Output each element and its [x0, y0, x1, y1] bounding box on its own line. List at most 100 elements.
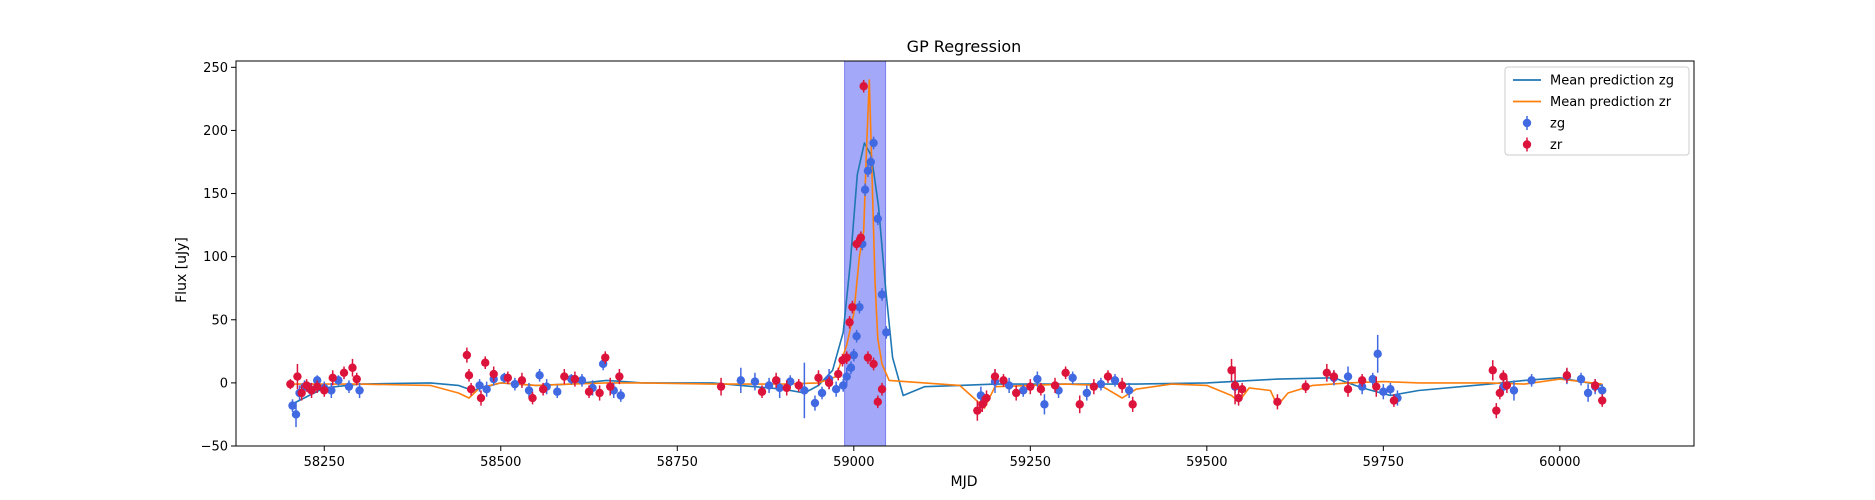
data-point-zg	[1509, 386, 1519, 395]
data-point-zr	[824, 378, 834, 388]
data-point-zg	[882, 328, 891, 337]
data-point-zg	[1598, 386, 1607, 395]
data-point-zr	[1562, 371, 1572, 380]
data-point-zr	[814, 373, 823, 383]
data-point-zr	[1237, 384, 1247, 394]
data-point-zr	[1230, 381, 1240, 390]
data-point-zg	[817, 388, 827, 398]
data-point-zr	[1372, 382, 1381, 391]
data-point-zr	[982, 393, 991, 403]
data-point-zr	[1389, 396, 1399, 405]
data-point-zr	[845, 318, 854, 327]
legend-entry-label: zg	[1550, 117, 1565, 132]
plot-frame	[235, 60, 1695, 447]
data-point-zr	[286, 379, 295, 389]
data-point-zr	[856, 233, 866, 242]
series-points	[286, 79, 1607, 428]
data-point-zg	[1343, 372, 1353, 381]
data-point-zg	[327, 386, 336, 395]
data-point-zr	[570, 374, 580, 384]
x-tick-label: 58250	[304, 455, 345, 470]
x-tick-label: 58750	[657, 455, 698, 470]
data-point-zg	[577, 376, 587, 385]
data-point-zr	[584, 387, 594, 396]
data-point-zr	[794, 381, 803, 390]
data-point-zr	[1301, 382, 1310, 391]
data-point-zr	[560, 372, 569, 381]
data-point-zr	[464, 371, 474, 380]
data-point-zg	[1379, 387, 1388, 396]
data-point-zg	[855, 302, 864, 312]
data-point-zr	[517, 376, 527, 385]
data-point-zr	[1117, 381, 1127, 390]
y-tick-label: 150	[203, 187, 228, 202]
data-point-zg	[616, 391, 625, 400]
data-point-zr	[716, 382, 726, 391]
data-point-zg	[736, 376, 746, 385]
series-line-mean-prediction-zr	[289, 79, 1603, 409]
data-point-zr	[1322, 368, 1332, 377]
data-point-zg	[831, 384, 841, 394]
data-point-zr	[1050, 381, 1060, 390]
data-point-zr	[462, 350, 472, 360]
data-point-zg	[877, 290, 887, 299]
data-point-zg	[860, 185, 870, 194]
data-point-zg	[786, 377, 795, 386]
data-point-zr	[615, 372, 624, 381]
data-point-zg	[482, 384, 491, 394]
data-point-zr	[348, 363, 357, 372]
data-point-zr	[320, 386, 329, 395]
data-point-zg	[524, 386, 534, 395]
data-point-zg	[866, 157, 875, 167]
data-point-zg	[1368, 374, 1377, 384]
series-lines	[288, 79, 1603, 409]
data-point-zr	[842, 353, 851, 362]
data-point-zr	[1089, 382, 1099, 391]
data-point-zg	[846, 363, 856, 372]
legend-entry-label: Mean prediction zg	[1550, 74, 1674, 89]
x-tick-label: 59500	[1186, 455, 1227, 470]
data-point-zr	[595, 388, 604, 398]
data-point-zr	[328, 373, 337, 383]
data-point-zr	[352, 374, 361, 384]
y-tick-label: 50	[211, 313, 228, 328]
data-point-zr	[990, 372, 1000, 381]
y-axis-label: Flux [uJy]	[174, 237, 190, 303]
data-point-zr	[1036, 384, 1046, 394]
data-point-zr	[601, 353, 610, 362]
data-point-zg	[869, 138, 878, 148]
data-point-zr	[297, 388, 306, 398]
data-point-zr	[852, 239, 861, 249]
data-point-zr	[859, 82, 868, 91]
data-point-zr	[1488, 366, 1497, 375]
data-point-zr	[1273, 397, 1282, 407]
data-point-zg	[842, 372, 851, 381]
x-axis-ticks: 58250 58500 58750 59000 59250 59500 59750 60000	[304, 446, 1581, 470]
legend-marker-swatch	[1522, 140, 1532, 149]
data-point-zr	[1026, 382, 1035, 391]
data-point-zr	[1011, 388, 1021, 398]
data-point-zg	[291, 410, 301, 419]
data-point-zg	[1004, 381, 1014, 390]
data-point-zr	[528, 393, 537, 403]
x-axis-label: MJD	[951, 474, 978, 490]
data-point-zg	[1040, 400, 1049, 409]
chart-title: GP Regression	[907, 37, 1022, 56]
y-axis-ticks: −50 0 50 100 150 200 250	[201, 61, 236, 455]
legend-entry-label: Mean prediction zr	[1550, 95, 1672, 110]
data-point-zr	[978, 400, 987, 409]
data-point-zg	[535, 371, 544, 380]
data-point-zr	[1598, 396, 1607, 405]
data-point-zg	[863, 166, 873, 176]
data-point-zg	[1576, 374, 1586, 384]
data-point-zr	[476, 393, 486, 403]
data-point-zg	[1527, 376, 1536, 385]
data-point-zr	[869, 359, 878, 369]
x-tick-label: 59750	[1363, 455, 1404, 470]
x-tick-label: 58500	[480, 455, 521, 470]
data-point-zr	[1227, 366, 1236, 375]
data-point-zr	[1590, 381, 1600, 390]
data-point-zr	[339, 368, 349, 377]
data-point-zr	[1502, 381, 1512, 390]
data-point-zr	[1075, 400, 1084, 409]
